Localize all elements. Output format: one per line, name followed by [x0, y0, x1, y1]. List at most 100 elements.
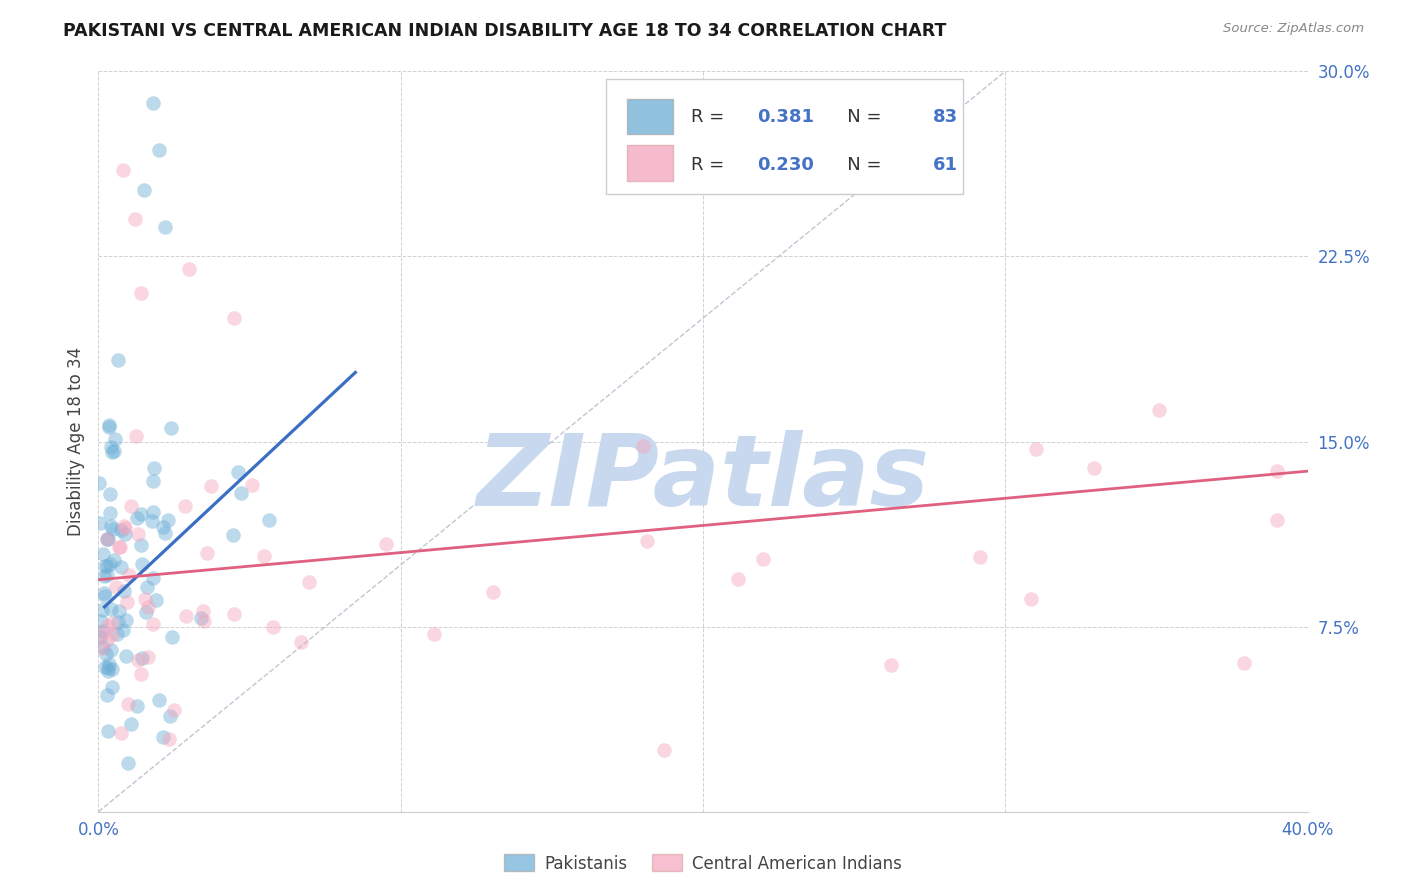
- Point: [90, 614, 112, 628]
- Point: [134, 591, 156, 606]
- Point: [240, 478, 263, 492]
- Point: [96, 619, 118, 633]
- Point: [97, 664, 120, 678]
- Point: [96, 559, 118, 574]
- Point: [100, 643, 122, 657]
- Point: [96, 688, 118, 702]
- Point: [101, 616, 124, 631]
- Point: [127, 698, 149, 713]
- Point: [880, 657, 903, 672]
- Point: [104, 581, 127, 595]
- Point: [131, 557, 153, 571]
- Text: R =: R =: [690, 108, 730, 127]
- Point: [652, 743, 675, 757]
- Point: [91, 603, 114, 617]
- Point: [1147, 403, 1170, 417]
- Point: [222, 527, 245, 541]
- Point: [108, 540, 131, 554]
- Text: Source: ZipAtlas.com: Source: ZipAtlas.com: [1223, 22, 1364, 36]
- Point: [117, 697, 139, 711]
- Point: [101, 522, 124, 536]
- Point: [87, 475, 110, 490]
- Point: [125, 511, 148, 525]
- FancyBboxPatch shape: [606, 78, 963, 194]
- Point: [108, 541, 131, 555]
- Point: [124, 212, 146, 227]
- Point: [637, 534, 659, 549]
- Point: [129, 286, 152, 301]
- Point: [108, 604, 131, 618]
- Point: [138, 600, 160, 615]
- Point: [107, 615, 129, 630]
- Text: ZIPatlas: ZIPatlas: [477, 430, 929, 527]
- Point: [100, 440, 122, 454]
- Point: [131, 650, 153, 665]
- Point: [96, 632, 118, 647]
- Point: [231, 485, 253, 500]
- Text: 0.230: 0.230: [758, 155, 814, 174]
- Point: [114, 521, 136, 535]
- Point: [153, 525, 176, 540]
- Point: [160, 421, 183, 435]
- Point: [135, 605, 157, 619]
- Point: [96, 647, 118, 661]
- Text: N =: N =: [830, 108, 887, 127]
- Point: [290, 635, 312, 649]
- Point: [423, 626, 446, 640]
- Point: [129, 507, 152, 521]
- Point: [120, 717, 142, 731]
- Y-axis label: Disability Age 18 to 34: Disability Age 18 to 34: [66, 347, 84, 536]
- Text: R =: R =: [690, 155, 730, 174]
- Point: [174, 609, 197, 624]
- Point: [162, 703, 184, 717]
- Point: [96, 568, 118, 582]
- Point: [110, 560, 132, 574]
- Point: [179, 261, 201, 276]
- Point: [91, 640, 114, 654]
- Point: [107, 352, 129, 367]
- Point: [1083, 460, 1105, 475]
- Point: [115, 594, 138, 608]
- Point: [142, 571, 165, 585]
- Point: [114, 527, 136, 541]
- Point: [111, 163, 134, 178]
- Point: [174, 500, 197, 514]
- Point: [1024, 442, 1046, 456]
- Point: [160, 630, 183, 644]
- Point: [101, 444, 124, 458]
- Point: [157, 732, 180, 747]
- Point: [226, 466, 249, 480]
- Point: [112, 519, 135, 533]
- Point: [152, 520, 174, 534]
- Point: [94, 659, 117, 673]
- Point: [142, 505, 165, 519]
- Point: [131, 538, 153, 552]
- Point: [112, 584, 135, 599]
- Point: [120, 499, 142, 513]
- Point: [191, 604, 214, 618]
- Point: [259, 513, 281, 527]
- Point: [110, 523, 132, 537]
- Point: [96, 533, 118, 547]
- Point: [127, 653, 149, 667]
- Point: [98, 557, 121, 571]
- Point: [103, 552, 125, 566]
- Point: [224, 311, 246, 326]
- Point: [101, 628, 124, 642]
- Point: [132, 183, 155, 197]
- Point: [93, 559, 115, 574]
- Point: [100, 518, 122, 533]
- Point: [152, 730, 174, 744]
- Point: [1019, 592, 1042, 607]
- Point: [111, 624, 134, 638]
- Point: [190, 610, 212, 624]
- Point: [93, 589, 115, 603]
- Point: [1267, 513, 1289, 527]
- Point: [1233, 656, 1256, 670]
- Point: [195, 546, 218, 560]
- Point: [91, 624, 114, 639]
- Point: [142, 461, 165, 475]
- Point: [262, 620, 284, 634]
- Point: [89, 627, 111, 641]
- Point: [97, 661, 120, 675]
